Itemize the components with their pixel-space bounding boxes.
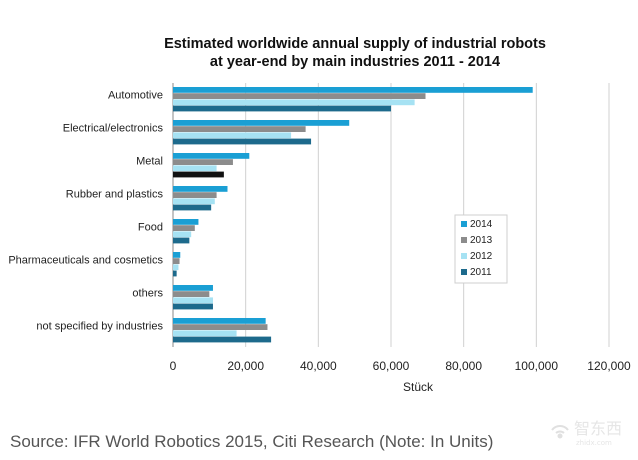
legend-label: 2013	[470, 235, 493, 246]
bar-chart: Estimated worldwide annual supply of ind…	[8, 36, 631, 394]
x-tick-label: 0	[170, 359, 177, 373]
x-tick-label: 120,000	[587, 359, 631, 373]
legend-swatch	[461, 269, 467, 275]
category-label: Pharmaceuticals and cosmetics	[8, 254, 163, 266]
bar-2012	[173, 297, 213, 304]
category-label: Rubber and plastics	[66, 188, 164, 200]
bar-2014	[173, 285, 213, 291]
bar-2011	[173, 138, 312, 145]
bar-2011	[173, 171, 224, 178]
legend: 2014 2013 2012 2011	[454, 214, 508, 284]
bar-2012	[173, 132, 292, 139]
wifi-icon	[551, 425, 569, 439]
bar-2012	[173, 264, 179, 271]
category-label: Food	[138, 221, 163, 233]
bar-2013	[173, 126, 306, 132]
bar-2013	[173, 93, 426, 99]
legend-swatch	[461, 253, 467, 259]
bar-2011	[173, 270, 177, 277]
bar-group	[173, 87, 533, 343]
x-tick-label: 20,000	[227, 359, 264, 373]
bar-2013	[173, 258, 180, 264]
bar-2014	[173, 153, 250, 159]
bar-2013	[173, 159, 233, 165]
bar-2012	[173, 99, 415, 106]
x-tick-label: 60,000	[373, 359, 410, 373]
x-tick-label: 40,000	[300, 359, 337, 373]
bar-2013	[173, 324, 268, 330]
legend-label: 2014	[470, 219, 493, 230]
x-tick-label: 80,000	[445, 359, 482, 373]
x-axis-label: Stück	[403, 380, 434, 394]
bar-2014	[173, 186, 228, 192]
x-tick-label: 100,000	[515, 359, 559, 373]
chart-title: Estimated worldwide annual supply of ind…	[164, 36, 546, 52]
bar-2013	[173, 225, 195, 231]
bar-2011	[173, 105, 391, 112]
legend-label: 2011	[470, 267, 492, 278]
bar-2012	[173, 165, 217, 172]
watermark-subtext: zhidx.com	[576, 439, 612, 447]
bar-2012	[173, 198, 215, 205]
bar-2011	[173, 336, 272, 343]
bar-2014	[173, 87, 533, 93]
bar-2013	[173, 291, 210, 297]
category-label: not specified by industries	[36, 320, 163, 332]
category-label: Automotive	[108, 89, 163, 101]
bar-2014	[173, 120, 350, 126]
bar-2012	[173, 231, 192, 238]
legend-label: 2012	[470, 251, 493, 262]
category-labels: Automotive Electrical/electronics Metal Rub…	[8, 89, 163, 332]
bar-2013	[173, 192, 217, 198]
watermark-text: 智东西	[574, 419, 622, 438]
legend-swatch	[461, 221, 467, 227]
bar-2014	[173, 219, 199, 225]
category-label: Electrical/electronics	[63, 122, 164, 134]
bar-2011	[173, 237, 190, 244]
x-tick-labels: 0 20,000 40,000 60,000 80,000 100,000 120,000	[170, 359, 631, 373]
bar-2011	[173, 204, 212, 211]
legend-swatch	[461, 237, 467, 243]
bar-2012	[173, 330, 237, 337]
bar-2014	[173, 318, 266, 324]
bar-2014	[173, 252, 181, 258]
category-label: Metal	[136, 155, 163, 167]
source-note: Source: IFR World Robotics 2015, Citi Re…	[10, 432, 494, 451]
chart-subtitle: at year-end by main industries 2011 - 20…	[210, 54, 500, 70]
bar-2011	[173, 303, 213, 310]
category-label: others	[132, 287, 163, 299]
watermark: 智东西 zhidx.com	[548, 414, 632, 448]
